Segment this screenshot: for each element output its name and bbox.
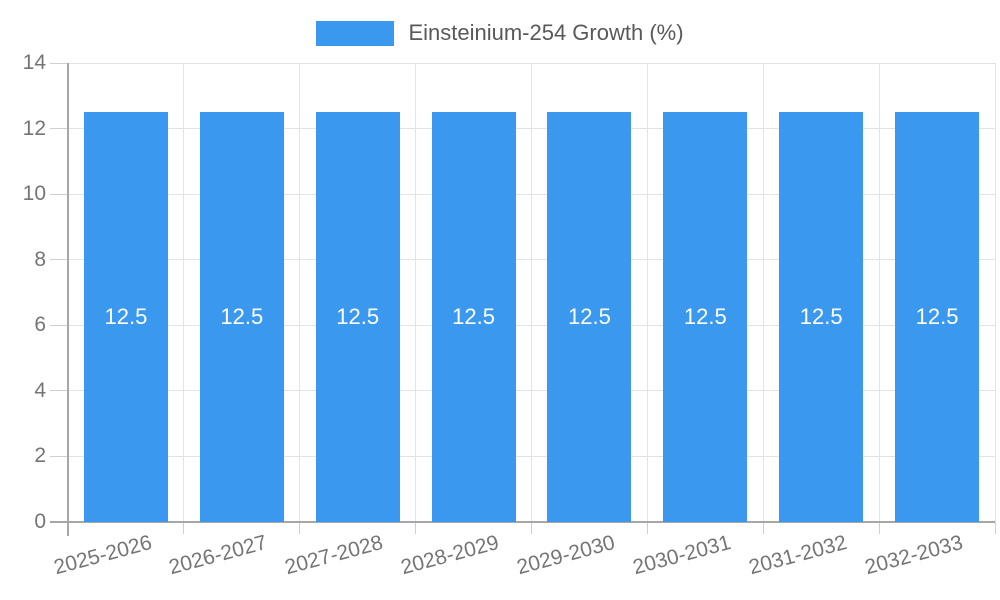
- bar-value-label: 12.5: [683, 304, 727, 330]
- x-tick-label: 2032-2033: [862, 531, 966, 580]
- x-tick-label: 2030-2031: [630, 531, 734, 580]
- gridline-vertical: [994, 63, 996, 522]
- y-tick-label: 8: [34, 247, 46, 271]
- bar: [547, 112, 632, 522]
- gridline-vertical: [646, 63, 648, 522]
- x-tick-mark: [762, 522, 764, 534]
- bar: [431, 112, 516, 522]
- y-tick-mark: [50, 128, 68, 130]
- gridline-vertical: [415, 63, 417, 522]
- gridline-vertical: [762, 63, 764, 522]
- bar-value-label: 12.5: [220, 304, 264, 330]
- x-tick-mark: [878, 522, 880, 534]
- legend: Einsteinium-254 Growth (%): [0, 18, 1000, 48]
- x-tick-label: 2026-2027: [166, 531, 270, 580]
- y-tick-mark: [50, 390, 68, 392]
- x-tick-label: 2025-2026: [50, 531, 154, 580]
- y-tick-label: 10: [22, 182, 46, 206]
- bar: [779, 112, 864, 522]
- bar: [663, 112, 748, 522]
- y-tick-label: 4: [34, 378, 46, 402]
- gridline-vertical: [878, 63, 880, 522]
- gridline-vertical: [531, 63, 532, 522]
- gridline-vertical: [183, 63, 185, 522]
- bar: [83, 112, 168, 522]
- y-axis-line: [67, 63, 69, 536]
- y-tick-label: 6: [34, 313, 46, 337]
- y-tick-mark: [50, 455, 68, 457]
- x-tick-label: 2028-2029: [398, 531, 502, 580]
- bar-value-label: 12.5: [915, 304, 959, 330]
- bar: [199, 112, 284, 522]
- x-tick-label: 2029-2030: [514, 531, 618, 580]
- legend-label: Einsteinium-254 Growth (%): [408, 20, 684, 45]
- x-tick-mark: [415, 522, 417, 534]
- bar-value-label: 12.5: [104, 304, 148, 330]
- bar-value-label: 12.5: [568, 304, 611, 330]
- y-tick-label: 12: [22, 116, 46, 140]
- bar-value-label: 12.5: [452, 304, 495, 330]
- x-tick-mark: [531, 522, 532, 534]
- gridline-vertical: [299, 63, 301, 522]
- legend-item[interactable]: Einsteinium-254 Growth (%): [316, 20, 684, 46]
- x-tick-mark: [299, 522, 301, 534]
- x-tick-label: 2031-2032: [746, 531, 850, 580]
- bar-value-label: 12.5: [799, 304, 843, 330]
- x-tick-mark: [183, 522, 185, 534]
- y-tick-mark: [50, 193, 68, 195]
- x-tick-mark: [994, 522, 996, 534]
- bar: [895, 112, 980, 522]
- x-axis-line: [50, 521, 995, 523]
- bar-value-label: 12.5: [336, 304, 380, 330]
- y-tick-label: 14: [22, 51, 46, 74]
- y-tick-label: 0: [34, 510, 46, 533]
- bar: [315, 112, 400, 522]
- y-tick-mark: [50, 324, 68, 326]
- y-tick-label: 2: [34, 444, 46, 468]
- legend-swatch: [316, 20, 395, 46]
- x-tick-label: 2027-2028: [282, 531, 386, 580]
- x-tick-mark: [646, 522, 648, 534]
- y-tick-mark: [50, 62, 68, 64]
- y-tick-mark: [50, 259, 68, 261]
